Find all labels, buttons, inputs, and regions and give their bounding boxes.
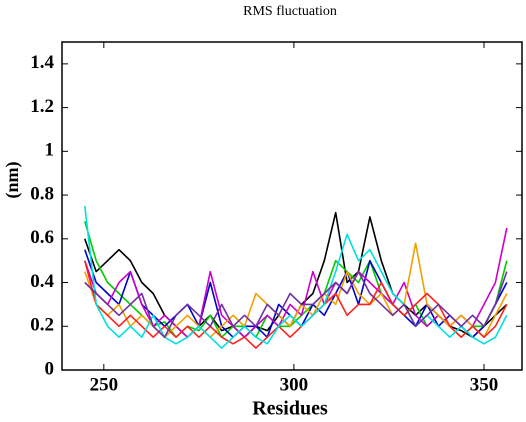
series-line <box>84 211 508 338</box>
y-tick-label: 0.6 <box>30 227 54 248</box>
series-line <box>84 242 508 338</box>
y-tick-label: 0.4 <box>30 271 54 292</box>
x-tick-label: 300 <box>280 374 309 395</box>
series-line <box>84 270 508 338</box>
y-tick-label: 1.4 <box>30 52 54 73</box>
y-tick-label: 0.2 <box>30 315 54 336</box>
y-tick-label: 0.8 <box>30 183 54 204</box>
y-tick-label: 1 <box>45 140 55 161</box>
x-tick-label: 250 <box>90 374 119 395</box>
plot-frame <box>61 41 523 371</box>
x-axis-label: Residues <box>252 398 328 420</box>
y-axis-label: (nm) <box>2 162 23 199</box>
series-line <box>84 227 508 338</box>
y-tick-label: 1.2 <box>30 96 54 117</box>
y-tick-label: 0 <box>45 358 55 379</box>
series-line <box>84 260 508 349</box>
chart-title: RMS fluctuation <box>243 4 337 19</box>
series-line <box>84 205 508 349</box>
x-tick-label: 350 <box>470 374 499 395</box>
